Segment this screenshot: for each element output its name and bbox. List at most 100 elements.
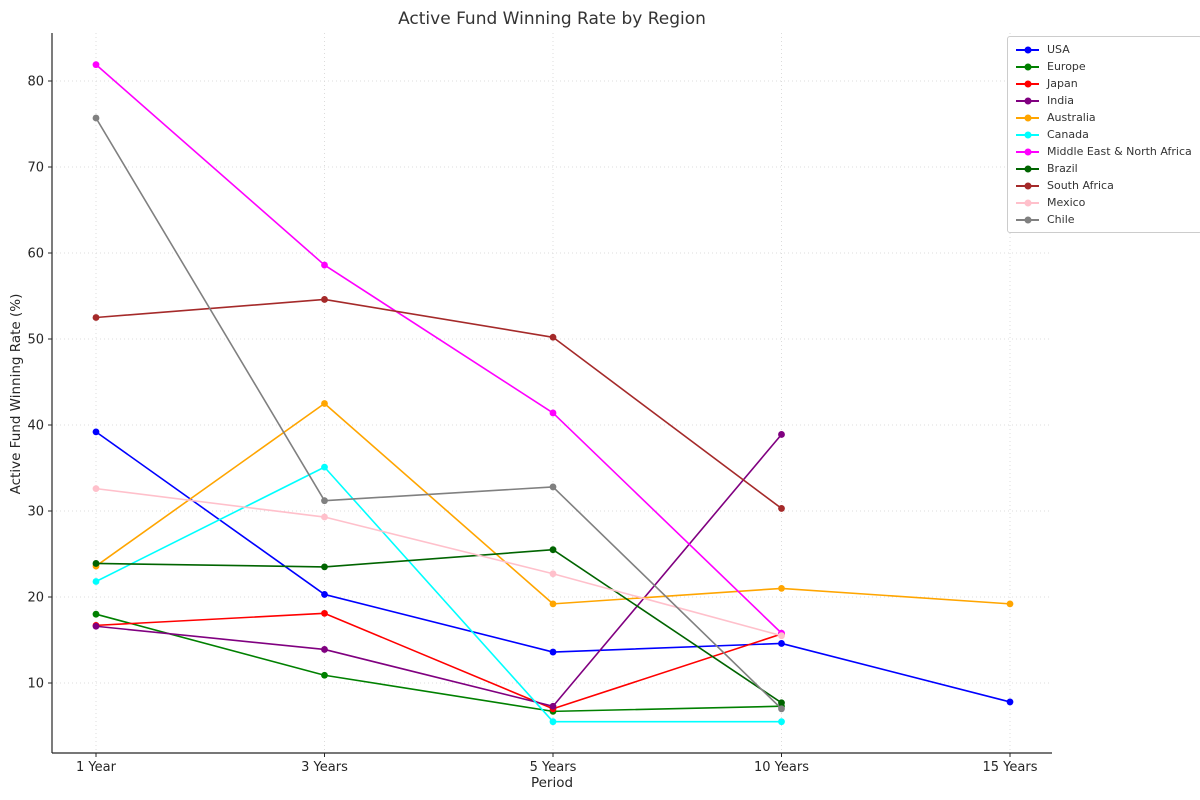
legend-dot-icon <box>1024 97 1031 104</box>
x-tick-label: 5 Years <box>530 760 577 775</box>
legend-item: India <box>1016 92 1192 109</box>
legend-item-label: Australia <box>1047 111 1096 124</box>
data-point-marker <box>1006 698 1014 706</box>
data-point-marker <box>549 483 557 491</box>
data-point-marker <box>321 563 328 571</box>
legend-line-marker-icon <box>1016 63 1039 70</box>
legend-item-label: Europe <box>1047 60 1086 73</box>
legend-dot-icon <box>1024 46 1031 53</box>
data-point-marker <box>778 632 785 640</box>
data-point-marker <box>778 705 785 713</box>
data-point-marker <box>321 646 328 653</box>
legend-item-label: Canada <box>1047 128 1089 141</box>
data-point-marker <box>321 296 328 303</box>
data-point-marker <box>92 578 100 585</box>
data-point-marker <box>92 114 100 122</box>
series-line <box>95 487 782 637</box>
y-tick-label: 50 <box>27 333 44 348</box>
data-point-marker <box>92 428 100 436</box>
legend-line-marker-icon <box>1016 165 1039 172</box>
data-point-marker <box>92 610 100 618</box>
data-point-marker <box>92 485 100 493</box>
legend-item-label: USA <box>1047 43 1070 56</box>
legend-item: Australia <box>1016 109 1192 126</box>
data-point-marker <box>321 609 328 617</box>
data-point-marker <box>778 718 785 726</box>
data-point-marker <box>778 585 785 592</box>
y-tick-label: 60 <box>27 247 44 262</box>
data-point-marker <box>778 699 785 707</box>
legend-dot-icon <box>1024 148 1031 155</box>
legend-item: USA <box>1016 41 1192 58</box>
y-tick-label: 80 <box>27 75 44 90</box>
legend-dot-icon <box>1024 182 1031 189</box>
data-point-marker <box>778 640 785 647</box>
legend-line-marker-icon <box>1016 131 1039 138</box>
legend-item: South Africa <box>1016 177 1192 194</box>
legend-item: Canada <box>1016 126 1192 143</box>
y-tick-label: 10 <box>27 677 44 692</box>
data-point-marker <box>321 513 328 521</box>
legend-dot-icon <box>1024 114 1031 121</box>
y-tick-label: 30 <box>27 505 44 520</box>
legend-line-marker-icon <box>1016 182 1039 189</box>
data-point-marker <box>549 546 557 554</box>
legend-line-marker-icon <box>1016 216 1039 223</box>
legend-item: Brazil <box>1016 160 1192 177</box>
x-axis-label: Period <box>530 775 574 791</box>
series-line <box>95 298 782 510</box>
data-point-marker <box>321 261 328 269</box>
legend-item: Japan <box>1016 75 1192 92</box>
x-tick-label: 10 Years <box>754 760 809 775</box>
data-point-marker <box>549 409 557 417</box>
data-point-marker <box>321 591 328 598</box>
legend-line-marker-icon <box>1016 97 1039 104</box>
legend-dot-icon <box>1024 63 1031 70</box>
data-point-marker <box>549 702 557 710</box>
legend-item-label: Middle East & North Africa <box>1047 145 1192 158</box>
legend-dot-icon <box>1024 80 1031 87</box>
x-tick-label: 1 Year <box>76 760 117 775</box>
series-line <box>95 466 782 723</box>
y-tick-label: 70 <box>27 161 44 176</box>
x-tick-label: 15 Years <box>983 760 1038 775</box>
data-point-marker <box>321 463 328 471</box>
series-line <box>95 612 782 710</box>
data-point-marker <box>778 431 785 438</box>
legend-item-label: Chile <box>1047 213 1075 226</box>
y-tick-label: 40 <box>27 419 44 434</box>
legend-dot-icon <box>1024 216 1031 223</box>
legend: USA Europe Japan India Australia Canada Middle… <box>1007 36 1200 233</box>
y-tick-label: 20 <box>27 591 44 606</box>
legend-line-marker-icon <box>1016 46 1039 53</box>
series-line <box>95 117 783 710</box>
legend-item-label: Mexico <box>1047 196 1086 209</box>
legend-dot-icon <box>1024 199 1031 206</box>
series-line <box>95 64 783 634</box>
data-point-marker <box>92 61 100 69</box>
data-point-marker <box>549 718 557 726</box>
data-point-marker <box>92 560 100 567</box>
series-line <box>95 613 782 713</box>
data-point-marker <box>549 333 557 341</box>
legend-dot-icon <box>1024 165 1031 172</box>
legend-line-marker-icon <box>1016 80 1039 87</box>
x-tick-label: 3 Years <box>301 760 348 775</box>
legend-line-marker-icon <box>1016 199 1039 206</box>
data-point-marker <box>321 400 328 407</box>
legend-item-label: Brazil <box>1047 162 1078 175</box>
data-point-marker <box>549 600 557 608</box>
data-point-marker <box>321 671 328 679</box>
data-point-marker <box>549 570 557 578</box>
legend-item: Chile <box>1016 211 1192 228</box>
data-point-marker <box>92 622 100 630</box>
legend-line-marker-icon <box>1016 148 1039 155</box>
series-line <box>95 548 782 704</box>
legend-item-label: South Africa <box>1047 179 1114 192</box>
y-axis-label: Active Fund Winning Rate (%) <box>8 293 24 495</box>
legend-line-marker-icon <box>1016 114 1039 121</box>
data-point-marker <box>549 648 557 656</box>
legend-item: Europe <box>1016 58 1192 75</box>
